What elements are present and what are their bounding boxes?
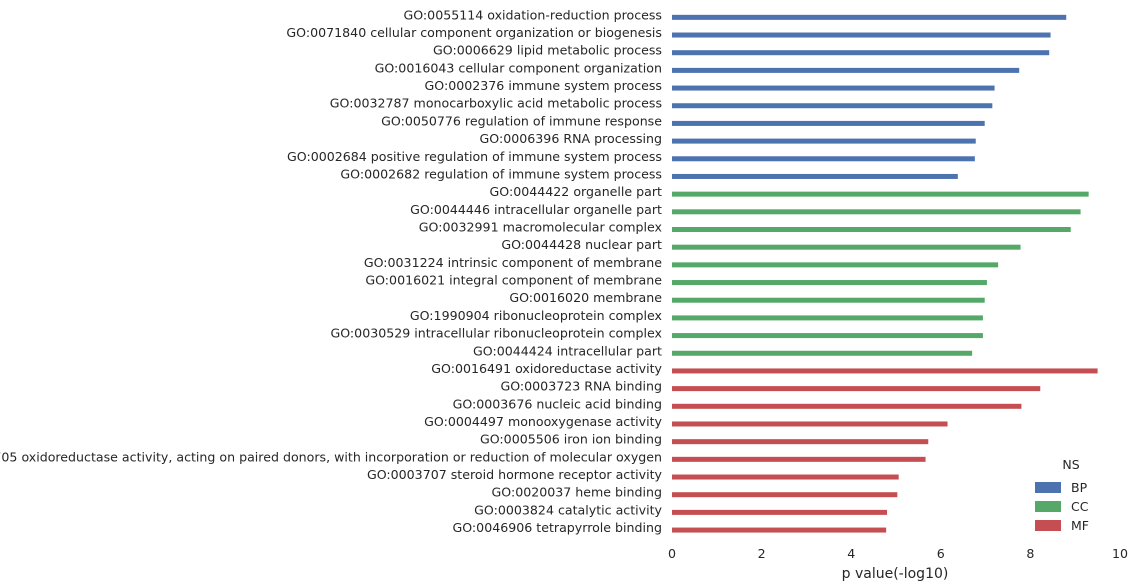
category-label: GO:0044446 intracellular organelle part [410, 202, 662, 217]
bar-cc-4 [672, 244, 1021, 250]
category-label: GO:0031224 intrinsic component of membra… [364, 255, 662, 270]
category-label: GO:0004497 monooxygenase activity [424, 414, 662, 429]
category-label: GO:0006629 lipid metabolic process [433, 43, 662, 58]
x-tick-label: 6 [937, 546, 945, 561]
category-label: GO:0003723 RNA binding [500, 379, 662, 394]
category-label: GO:0016020 membrane [509, 290, 662, 305]
category-label: GO:0003676 nucleic acid binding [453, 396, 662, 411]
legend-item-cc: CC [1030, 497, 1130, 516]
bar-bp-8 [672, 138, 976, 144]
bar-bp-4 [672, 67, 1020, 73]
category-label: GO:0016021 integral component of membran… [365, 273, 662, 288]
bar-cc-8 [672, 315, 983, 321]
legend-label: MF [1071, 518, 1089, 533]
bar-mf-10 [672, 527, 887, 533]
category-label: GO:0044428 nuclear part [501, 237, 662, 252]
bar-cc-9 [672, 333, 983, 339]
bar-mf-1 [672, 368, 1098, 374]
bar-mf-7 [672, 474, 899, 480]
category-label: GO:0016705 oxidoreductase activity, acti… [0, 449, 662, 464]
x-tick-label: 4 [847, 546, 855, 561]
x-tick-labels-layer: 0 2 4 6 8 10 [668, 546, 1128, 561]
bar-mf-4 [672, 421, 948, 427]
bar-bp-9 [672, 156, 975, 162]
bar-cc-2 [672, 209, 1081, 215]
category-label: GO:0030529 intracellular ribonucleoprote… [330, 326, 662, 341]
category-label: GO:0002376 immune system process [425, 78, 662, 93]
bar-bp-3 [672, 50, 1050, 56]
bar-cc-7 [672, 297, 985, 303]
category-label: GO:0044424 intracellular part [473, 343, 662, 358]
legend-label: CC [1071, 499, 1089, 514]
x-axis-label: p value(-log10) [842, 566, 949, 582]
bar-cc-3 [672, 227, 1071, 232]
bar-bp-6 [672, 103, 993, 109]
bar-bp-7 [672, 120, 985, 126]
category-label: GO:0002684 positive regulation of immune… [287, 149, 662, 164]
category-label: GO:0002682 regulation of immune system p… [340, 166, 662, 181]
bar-cc-5 [672, 262, 999, 268]
category-label: GO:0003707 steroid hormone receptor acti… [367, 467, 663, 482]
legend: NS BP CC MF [1030, 457, 1130, 535]
category-label: GO:0005506 iron ion binding [480, 432, 662, 447]
category-label: GO:0006396 RNA processing [480, 131, 662, 146]
legend-swatch [1035, 501, 1061, 512]
category-label: GO:0003824 catalytic activity [474, 502, 662, 517]
category-label: GO:0020037 heme binding [492, 485, 662, 500]
category-labels-layer: GO:0055114 oxidation-reduction process GO… [0, 7, 663, 535]
bar-mf-8 [672, 492, 898, 498]
bar-mf-6 [672, 456, 926, 462]
bar-bp-2 [672, 32, 1051, 38]
bars-layer [672, 14, 1098, 533]
x-tick-label: 10 [1112, 546, 1128, 561]
bar-cc-10 [672, 350, 973, 356]
category-label: GO:1990904 ribonucleoprotein complex [410, 308, 663, 323]
category-label: GO:0016043 cellular component organizati… [375, 60, 662, 75]
bar-cc-6 [672, 280, 987, 286]
category-label: GO:0016491 oxidoreductase activity [431, 361, 662, 376]
legend-title: NS [1062, 457, 1080, 472]
category-label: GO:0044422 organelle part [490, 184, 663, 199]
bar-bp-10 [672, 173, 958, 179]
category-label: GO:0055114 oxidation-reduction process [403, 7, 662, 22]
category-label: GO:0046906 tetrapyrrole binding [452, 520, 662, 535]
category-label: GO:0071840 cellular component organizati… [286, 25, 662, 40]
x-tick-label: 8 [1026, 546, 1034, 561]
category-label: GO:0032991 macromolecular complex [419, 220, 663, 235]
category-label: GO:0032787 monocarboxylic acid metabolic… [330, 96, 662, 111]
legend-item-mf: MF [1030, 516, 1130, 535]
bar-mf-9 [672, 509, 888, 515]
bar-mf-2 [672, 386, 1041, 392]
bar-mf-5 [672, 439, 929, 445]
bar-bp-1 [672, 14, 1067, 20]
bar-cc-1 [672, 191, 1089, 197]
x-tick-label: 0 [668, 546, 676, 561]
legend-item-bp: BP [1030, 478, 1130, 497]
legend-swatch [1035, 482, 1061, 493]
legend-label: BP [1071, 480, 1088, 495]
x-tick-label: 2 [758, 546, 766, 561]
legend-swatch [1035, 520, 1061, 531]
bar-mf-3 [672, 403, 1022, 409]
bar-bp-5 [672, 85, 995, 91]
legend-items: BP CC MF [1030, 478, 1130, 535]
category-label: GO:0050776 regulation of immune response [381, 113, 662, 128]
